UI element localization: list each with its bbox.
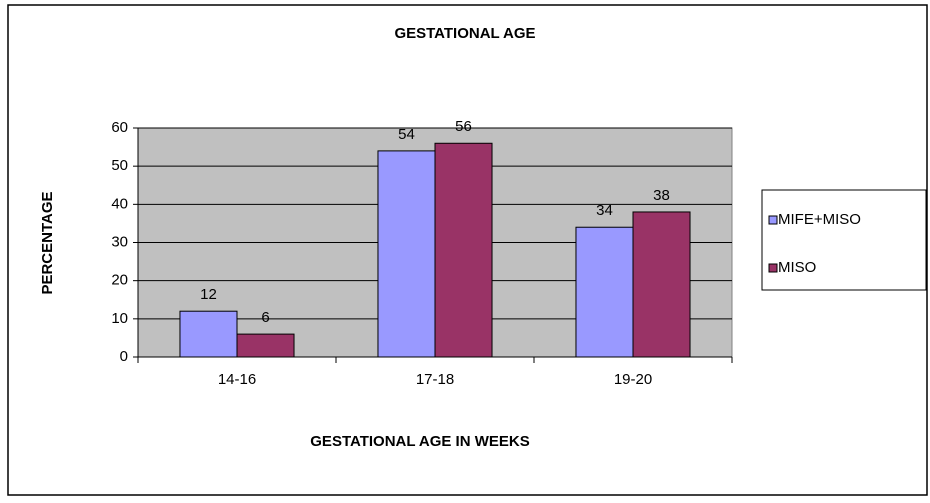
chart-title: GESTATIONAL AGE: [394, 25, 535, 42]
legend-swatch: [768, 215, 778, 225]
bar: [377, 150, 436, 358]
y-tick-label: 10: [111, 310, 128, 327]
y-tick-label: 50: [111, 157, 128, 174]
legend-box: [761, 189, 927, 291]
y-axis-label: PERCENTAGE: [39, 191, 56, 294]
value-label: 12: [200, 286, 217, 303]
x-tick-label: 19-20: [614, 371, 652, 388]
value-label: 34: [596, 202, 613, 219]
x-tick-label: 17-18: [416, 371, 454, 388]
bar: [179, 310, 238, 358]
legend-label: MIFE+MISO: [778, 211, 861, 228]
y-tick-label: 40: [111, 195, 128, 212]
y-tick-label: 20: [111, 272, 128, 289]
value-label: 56: [455, 118, 472, 135]
x-axis-label: GESTATIONAL AGE IN WEEKS: [310, 433, 529, 450]
legend-swatch: [768, 263, 778, 273]
bar: [575, 226, 634, 358]
value-label: 38: [653, 187, 670, 204]
bar: [236, 333, 295, 358]
value-label: 54: [398, 126, 415, 143]
bar: [434, 142, 493, 358]
y-tick-label: 0: [120, 348, 128, 365]
legend-label: MISO: [778, 259, 816, 276]
bar: [632, 211, 691, 358]
y-tick-label: 30: [111, 233, 128, 250]
y-tick-label: 60: [111, 119, 128, 136]
x-tick-label: 14-16: [218, 371, 256, 388]
value-label: 6: [261, 309, 269, 326]
